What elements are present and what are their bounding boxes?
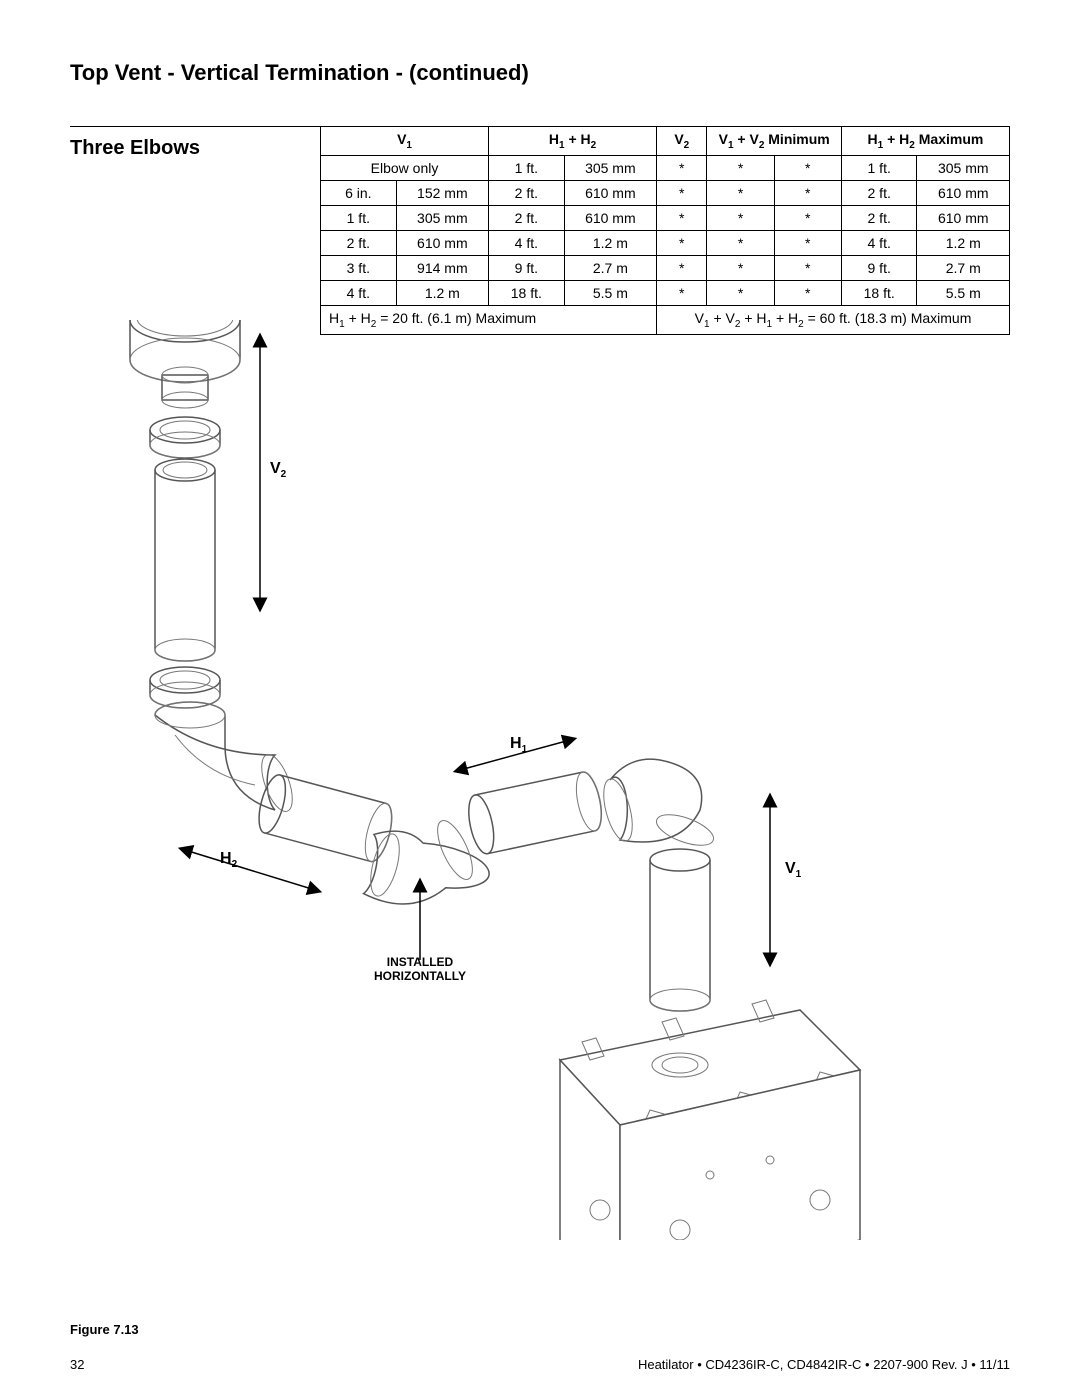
- label-v2: V2: [270, 460, 286, 480]
- table-row: 3 ft.914 mm 9 ft.2.7 m * ** 9 ft.2.7 m: [321, 255, 1010, 280]
- footer-text: Heatilator • CD4236IR-C, CD4842IR-C • 22…: [638, 1357, 1010, 1372]
- page-footer: 32 Heatilator • CD4236IR-C, CD4842IR-C •…: [70, 1357, 1010, 1372]
- vent-diagram: V2 H1 H2 V1 INSTALLED HORIZONTALLY: [70, 320, 890, 1220]
- page-number: 32: [70, 1357, 84, 1372]
- page-title: Top Vent - Vertical Termination - (conti…: [70, 60, 1010, 86]
- th-v1: V1: [321, 127, 489, 156]
- th-hmax: H1 + H2 Maximum: [841, 127, 1009, 156]
- table-row: 1 ft.305 mm 2 ft.610 mm * ** 2 ft.610 mm: [321, 205, 1010, 230]
- table-row: 6 in.152 mm 2 ft.610 mm * ** 2 ft.610 mm: [321, 180, 1010, 205]
- table-row: Elbow only 1 ft.305 mm * ** 1 ft.305 mm: [321, 155, 1010, 180]
- vent-table: V1 H1 + H2 V2 V1 + V2 Minimum H1 + H2 Ma…: [320, 126, 1010, 335]
- th-vmin: V1 + V2 Minimum: [707, 127, 841, 156]
- th-h1h2: H1 + H2: [489, 127, 657, 156]
- label-v1: V1: [785, 860, 801, 880]
- table-row: 4 ft.1.2 m 18 ft.5.5 m * ** 18 ft.5.5 m: [321, 280, 1010, 305]
- figure-label: Figure 7.13: [70, 1322, 139, 1337]
- th-v2: V2: [657, 127, 707, 156]
- section-subtitle: Three Elbows: [70, 126, 320, 160]
- label-h1: H1: [510, 735, 527, 755]
- table-row: 2 ft.610 mm 4 ft.1.2 m * ** 4 ft.1.2 m: [321, 230, 1010, 255]
- label-installed: INSTALLED HORIZONTALLY: [350, 955, 490, 983]
- label-h2: H2: [220, 850, 237, 870]
